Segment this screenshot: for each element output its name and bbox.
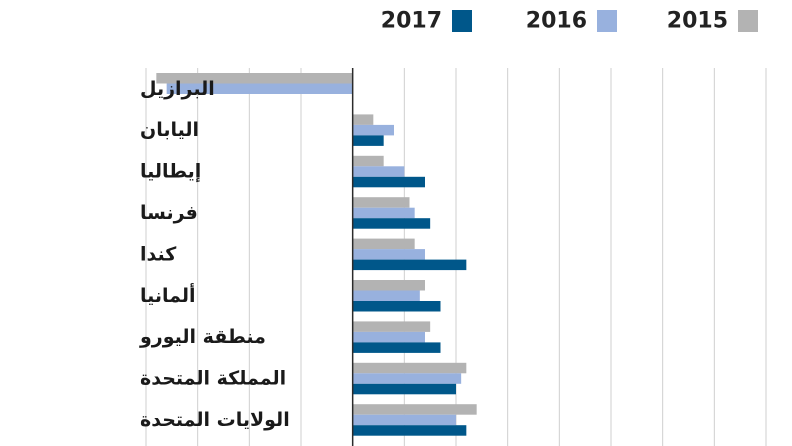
- category-label: فرنسا: [140, 202, 198, 224]
- category-labels: البرازيل اليابان إيطاليا فرنسا كندا ألمانيا من…: [139, 78, 290, 431]
- bar-2016: [352, 373, 462, 384]
- legend-swatch-2017: [452, 10, 472, 32]
- category-label: المملكة المتحدة: [140, 368, 286, 390]
- category-label: الولايات المتحدة: [140, 409, 290, 431]
- bar-2015: [352, 362, 467, 374]
- category-label: إيطاليا: [140, 161, 201, 183]
- legend-swatch-2015: [738, 10, 758, 32]
- category-label: اليابان: [140, 119, 199, 141]
- bar-2016: [352, 207, 415, 219]
- category-label: كندا: [140, 243, 177, 265]
- bar-2016: [352, 166, 405, 177]
- bar-2017: [352, 218, 431, 229]
- bar-2017: [352, 342, 441, 353]
- bar-2017: [352, 425, 467, 436]
- bar-2015: [352, 238, 415, 250]
- legend-label-2015: 2015: [667, 9, 728, 34]
- bar-2015: [352, 114, 374, 125]
- bar-2015: [352, 155, 384, 167]
- bar-2016: [352, 124, 394, 136]
- bar-2017: [352, 135, 384, 146]
- bar-2015: [156, 73, 353, 84]
- bar-2016: [352, 414, 456, 426]
- legend-swatch-2016: [597, 10, 617, 32]
- legend-label-2016: 2016: [526, 9, 587, 34]
- bar-2016: [352, 290, 420, 301]
- bar-2015: [352, 197, 410, 208]
- bar-2015: [352, 321, 431, 332]
- legend-label-2017: 2017: [381, 9, 442, 34]
- bar-2016: [352, 249, 425, 260]
- bar-2015: [352, 404, 477, 415]
- bar-2017: [352, 383, 456, 395]
- bar-2015: [352, 280, 425, 291]
- category-label: ألمانيا: [140, 283, 196, 307]
- bar-2016: [166, 83, 353, 94]
- category-label: منطقة اليورو: [139, 326, 266, 348]
- category-label: البرازيل: [140, 78, 215, 100]
- bar-2016: [352, 331, 425, 343]
- legend: 2015 2016 2017: [381, 9, 758, 34]
- bar-2017: [352, 176, 425, 188]
- bar-2017: [352, 301, 441, 312]
- bars: [156, 73, 477, 436]
- bar-2017: [352, 259, 467, 271]
